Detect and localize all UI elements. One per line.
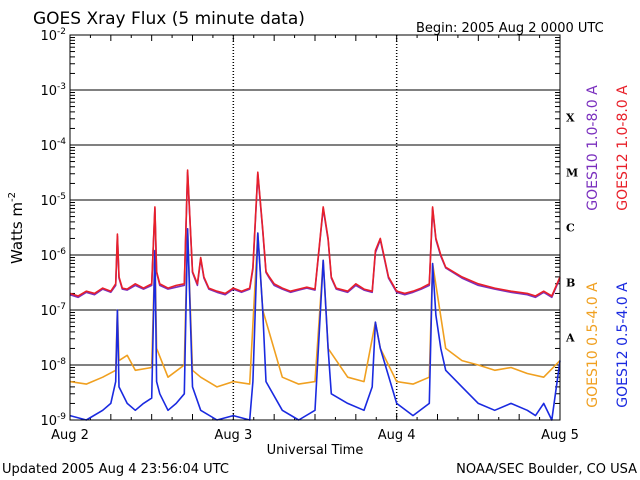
legend: GOES10 1.0-8.0 A GOES12 1.0-8.0 A GOES10 0…	[585, 85, 631, 408]
x-axis-label: Universal Time	[267, 443, 364, 458]
y-tick-label-3: 10-5	[40, 192, 66, 209]
y-tick-labels: 10-2 10-3 10-4 10-5 10-6 10-7 10-8 10-9	[40, 27, 66, 429]
flare-class-labels: X M C B A	[565, 112, 578, 345]
legend-item-3: GOES12 0.5-4.0 A	[615, 282, 631, 408]
y-tick-label-2: 10-4	[40, 137, 66, 154]
credit-label: NOAA/SEC Boulder, CO USA	[456, 462, 637, 477]
y-tick-label-7: 10-9	[40, 412, 66, 429]
x-tick-label-2: Aug 4	[378, 428, 416, 443]
legend-item-2: GOES10 0.5-4.0 A	[585, 282, 601, 408]
chart-title: GOES Xray Flux (5 minute data)	[33, 9, 305, 29]
y-tick-label-5: 10-7	[40, 302, 66, 319]
x-tick-labels: Aug 2 Aug 3 Aug 4 Aug 5	[51, 428, 579, 443]
updated-timestamp: Updated 2005 Aug 4 23:56:04 UTC	[2, 462, 229, 477]
y-tick-label-0: 10-2	[40, 27, 66, 44]
flare-class-label-x: X	[566, 112, 575, 125]
plot-frame	[69, 34, 561, 421]
flare-class-label-b: B	[566, 277, 575, 290]
svg-text:Watts m-2: Watts m-2	[7, 192, 26, 264]
series-goes12-1-0-8-0-a	[69, 169, 561, 297]
y-axis-label-exp: -2	[7, 192, 18, 202]
legend-item-0: GOES10 1.0-8.0 A	[585, 85, 601, 211]
x-tick-label-0: Aug 2	[51, 428, 89, 443]
begin-label: Begin: 2005 Aug 2 0000 UTC	[416, 21, 604, 36]
x-tick-label-3: Aug 5	[541, 428, 579, 443]
y-axis-label: Watts m-2	[7, 192, 26, 264]
flare-class-label-m: M	[566, 167, 578, 180]
y-tick-label-4: 10-6	[40, 247, 66, 264]
x-tick-label-1: Aug 3	[214, 428, 252, 443]
legend-item-1: GOES12 1.0-8.0 A	[615, 85, 631, 211]
series-goes10-0-5-4-0-a	[69, 228, 561, 388]
y-tick-label-6: 10-8	[40, 357, 66, 374]
flare-class-label-c: C	[566, 222, 575, 235]
y-axis-label-main: Watts m	[8, 202, 26, 264]
series-goes12-0-5-4-0-a	[69, 228, 561, 421]
flare-class-label-a: A	[565, 332, 575, 345]
series-layer	[69, 169, 561, 421]
y-tick-label-1: 10-3	[40, 82, 66, 99]
